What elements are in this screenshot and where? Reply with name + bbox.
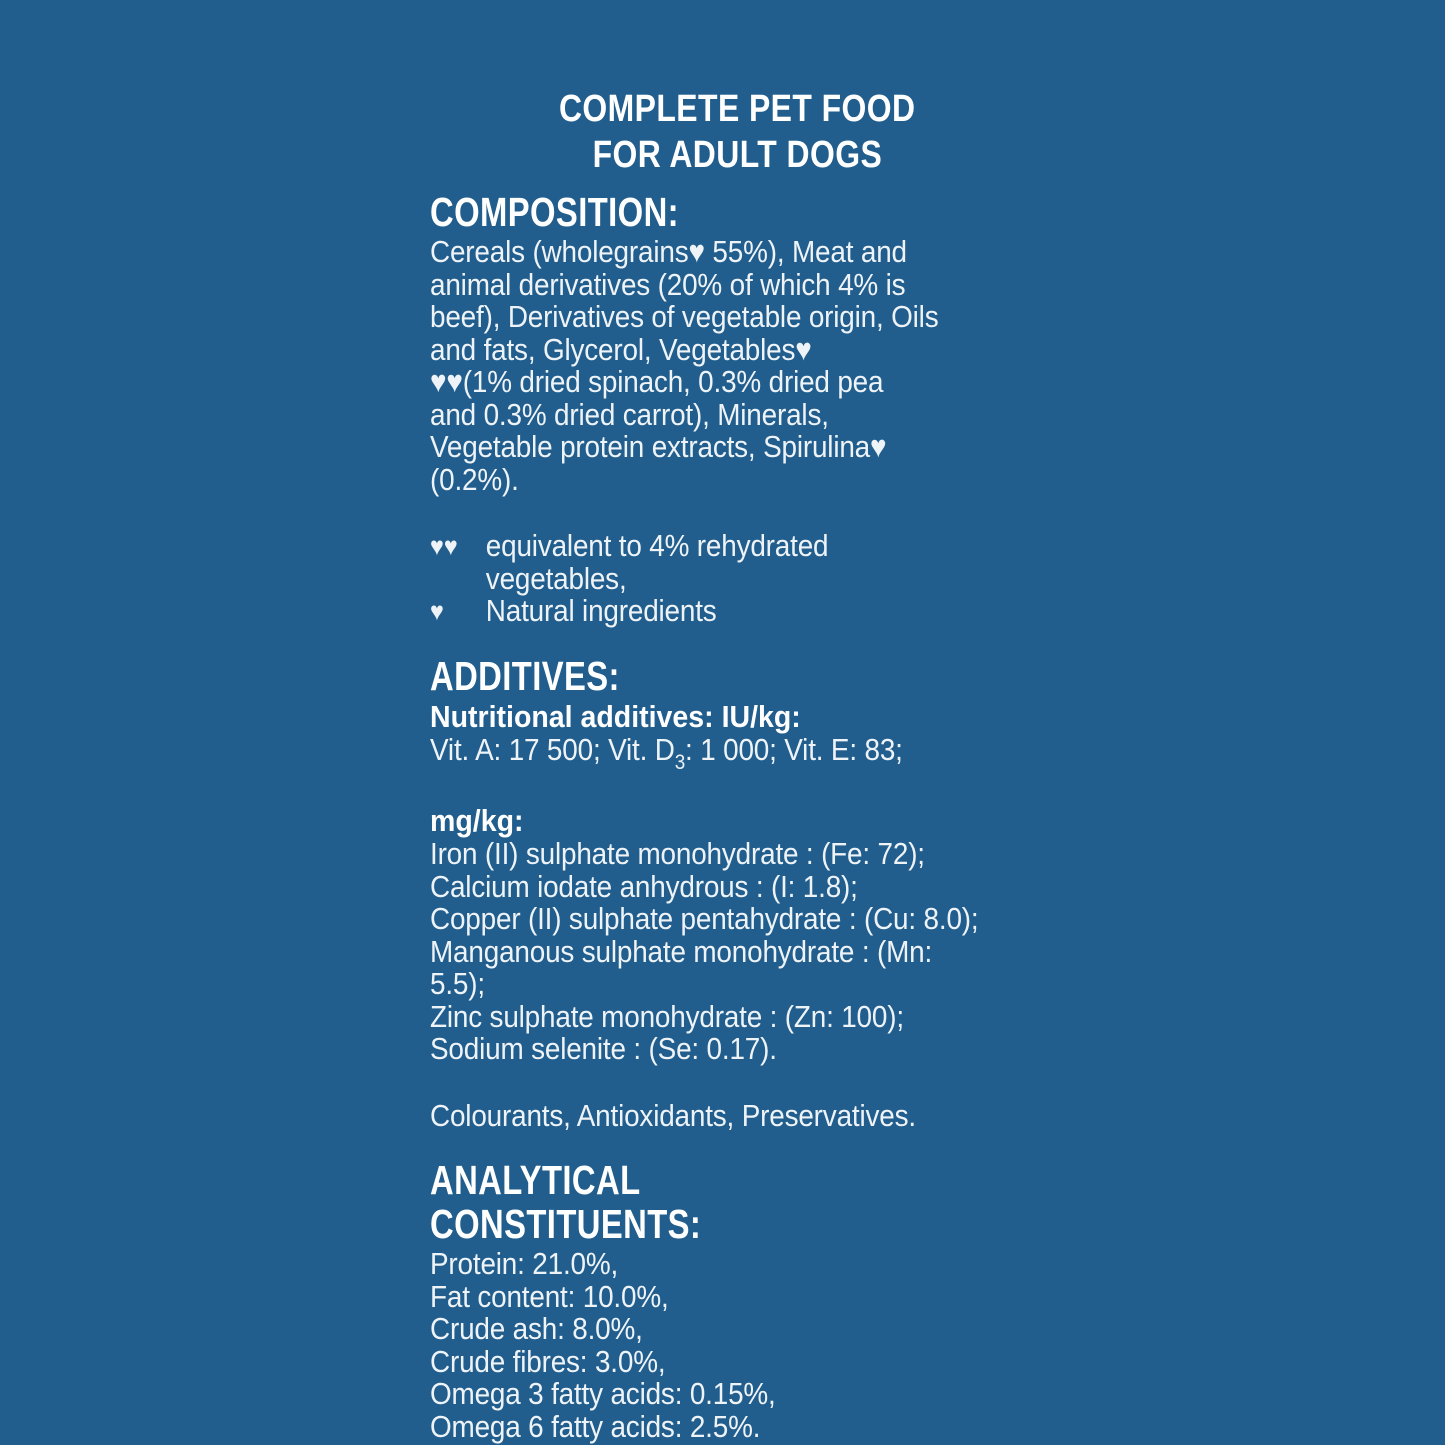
double-heart-icon: ♥♥ xyxy=(430,531,458,561)
label-title-line1: COMPLETE PET FOOD xyxy=(559,88,916,130)
footnote-double-heart: ♥♥ equivalent to 4% rehydrated vegetable… xyxy=(430,528,984,596)
analytical-heading: ANALYTICAL CONSTITUENTS: xyxy=(430,1157,702,1247)
vitamins-pre: Vit. A: 17 500; Vit. D xyxy=(430,731,675,767)
composition-heading: COMPOSITION: xyxy=(430,189,679,235)
label-title: COMPLETE PET FOOD FOR ADULT DOGS xyxy=(430,86,1045,178)
footnotes: ♥♥ equivalent to 4% rehydrated vegetable… xyxy=(430,528,984,628)
footnote-single-heart: ♥ Natural ingredients xyxy=(430,593,984,628)
label-title-line2: FOR ADULT DOGS xyxy=(592,134,883,176)
other-additives: Colourants, Antioxidants, Preservatives. xyxy=(430,1097,916,1133)
minerals-list: Iron (II) sulphate monohydrate : (Fe: 72… xyxy=(430,836,979,1066)
vitamins-line: Vit. A: 17 500; Vit. D3: 1 000; Vit. E: … xyxy=(430,731,984,774)
footnote-double-heart-text: equivalent to 4% rehydrated vegetables, xyxy=(485,528,829,596)
additives-heading: ADDITIVES: xyxy=(430,652,620,699)
footnote-single-heart-text: Natural ingredients xyxy=(485,593,717,628)
vitamins-post: : 1 000; Vit. E: 83; xyxy=(685,731,903,767)
analytical-values: Protein: 21.0%, Fat content: 10.0%, Crud… xyxy=(430,1246,776,1444)
nutritional-additives-heading: Nutritional additives: IU/kg: xyxy=(430,698,801,734)
composition-body: Cereals (wholegrains♥ 55%), Meat and ani… xyxy=(430,234,939,497)
mgkg-heading: mg/kg: xyxy=(430,803,524,838)
single-heart-icon: ♥ xyxy=(430,596,444,626)
vitamin-d3-subscript: 3 xyxy=(674,750,686,774)
